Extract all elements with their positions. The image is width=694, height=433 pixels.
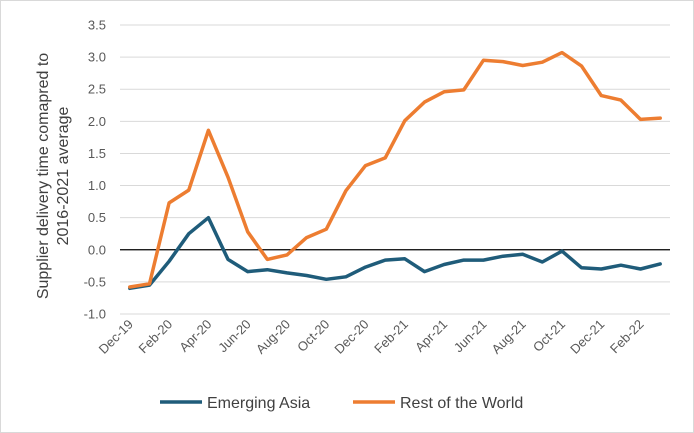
y-tick-label: 2.0 xyxy=(88,114,106,129)
legend-item-rest-of-the-world-label: Rest of the World xyxy=(400,395,523,412)
y-tick-label: 1.5 xyxy=(88,146,106,161)
x-tick-label: Feb-21 xyxy=(371,317,411,357)
legend: Emerging Asia Rest of the World xyxy=(160,395,523,412)
series-line-emerging-asia xyxy=(128,215,662,291)
y-axis-tick-labels: -1.0 -0.5 0.0 0.5 1.0 1.5 2.0 2.5 3.0 3.5 xyxy=(84,18,106,322)
x-tick-label: Jun-21 xyxy=(451,317,490,356)
x-tick-label: Apr-21 xyxy=(412,317,450,355)
y-tick-label: -1.0 xyxy=(84,307,106,322)
x-tick-label: Dec-19 xyxy=(96,317,136,357)
x-tick-label: Oct-21 xyxy=(530,317,568,355)
x-tick-label: Dec-21 xyxy=(567,317,607,357)
x-tick-label: Dec-20 xyxy=(331,317,371,357)
series-lines xyxy=(128,50,662,291)
x-tick-label: Feb-20 xyxy=(135,317,175,357)
x-tick-label: Jun-20 xyxy=(215,317,254,356)
y-tick-label: 2.5 xyxy=(88,82,106,97)
y-tick-label: -0.5 xyxy=(84,274,106,289)
y-tick-label: 1.0 xyxy=(88,178,106,193)
y-axis-title-line-1: Supplier delivery time comapred to xyxy=(35,53,52,299)
y-tick-label: 0.0 xyxy=(88,242,106,257)
x-tick-label: Feb-22 xyxy=(607,317,647,357)
x-tick-label: Oct-20 xyxy=(294,317,332,355)
series-line-rest-of-the-world xyxy=(128,50,662,289)
x-tick-label: Aug-21 xyxy=(489,317,529,357)
y-tick-label: 3.0 xyxy=(88,50,106,65)
y-tick-label: 3.5 xyxy=(88,18,106,33)
x-axis-tick-labels: Dec-19 Feb-20 Apr-20 Jun-20 Aug-20 Oct-20 Dec-… xyxy=(96,317,647,357)
x-tick-label: Apr-20 xyxy=(176,317,214,355)
y-axis-title-line-2: 2016-2021 average xyxy=(55,107,72,246)
gridlines xyxy=(120,24,670,315)
x-tick-label: Aug-20 xyxy=(253,317,293,357)
y-tick-label: 0.5 xyxy=(88,210,106,225)
legend-item-emerging-asia-label: Emerging Asia xyxy=(207,395,310,412)
